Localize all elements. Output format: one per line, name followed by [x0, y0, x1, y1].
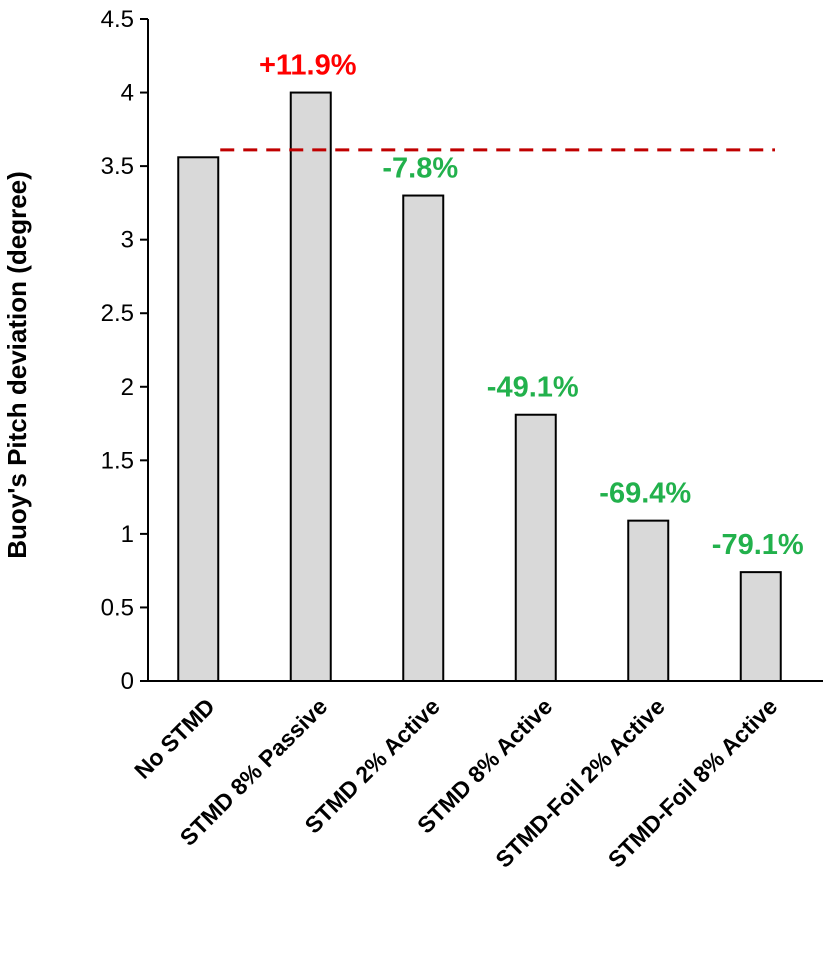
- bar: [739, 571, 782, 682]
- bar: [402, 194, 445, 683]
- bar: [627, 519, 670, 682]
- y-tick-label: 1: [121, 521, 134, 548]
- bar-annotation: -49.1%: [487, 372, 579, 404]
- y-tick-label: 3.5: [101, 153, 134, 180]
- bar: [177, 156, 220, 683]
- bar: [514, 413, 557, 682]
- y-tick-label: 1.5: [101, 447, 134, 474]
- y-axis-label: Buoy's Pitch deviation (degree): [2, 171, 32, 559]
- y-tick-label: 0.5: [101, 594, 134, 621]
- y-tick-label: 4.5: [101, 6, 134, 33]
- bar-annotation: -69.4%: [599, 478, 691, 510]
- bar-annotation: +11.9%: [259, 50, 357, 82]
- y-tick-label: 2.5: [101, 300, 134, 327]
- axes: [147, 19, 823, 682]
- y-tick-label: 3: [121, 227, 134, 254]
- category-label: No STMD: [129, 693, 220, 784]
- y-axis-ticks: 0 0.5 1 1.5 2 2.5 3 3.5 4 4.5: [101, 6, 148, 695]
- bars: [177, 91, 782, 683]
- annotations: +11.9% -7.8% -49.1% -69.4% -79.1%: [259, 50, 804, 562]
- bar-annotation: -7.8%: [382, 153, 458, 185]
- bar: [289, 91, 332, 683]
- y-tick-label: 0: [121, 668, 134, 695]
- y-tick-label: 2: [121, 374, 134, 401]
- y-tick-label: 4: [121, 80, 134, 107]
- bar-annotation: -79.1%: [712, 529, 804, 561]
